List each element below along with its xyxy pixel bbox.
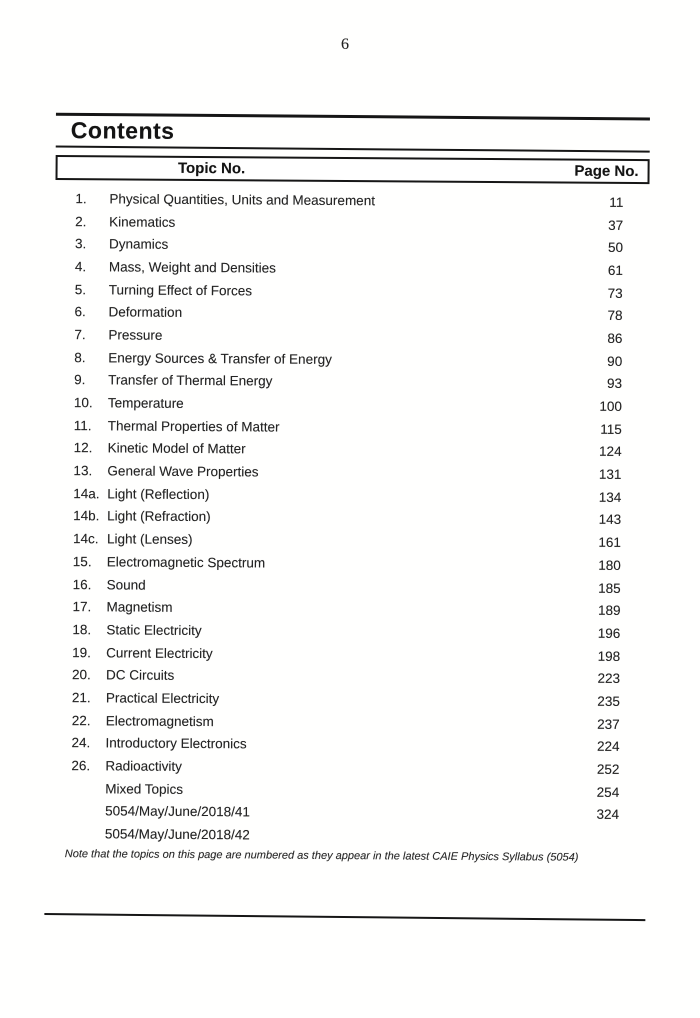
row-topic: Light (Refraction) xyxy=(107,508,211,525)
row-page: 252 xyxy=(596,761,620,777)
row-topic: Light (Lenses) xyxy=(106,531,193,548)
row-topic: 5054/May/June/2018/41 xyxy=(105,803,251,820)
row-page: 131 xyxy=(598,466,622,483)
row-page: 235 xyxy=(597,693,620,709)
row-page: 189 xyxy=(597,603,621,619)
row-topic-no: 14b. xyxy=(73,508,100,524)
row-page: 37 xyxy=(608,217,624,233)
row-topic: Kinetic Model of Matter xyxy=(107,440,246,457)
row-topic: Mass, Weight and Densities xyxy=(108,259,277,276)
row-page: 196 xyxy=(597,625,621,641)
row-topic: Thermal Properties of Matter xyxy=(107,418,280,435)
row-page: 90 xyxy=(607,353,623,369)
row-topic: Energy Sources & Transfer of Energy xyxy=(108,350,332,367)
row-page: 198 xyxy=(597,648,621,664)
column-header-page-no: Page No. xyxy=(574,162,639,181)
row-page: 11 xyxy=(609,194,624,210)
row-page: 237 xyxy=(597,716,620,732)
row-topic-no: 12. xyxy=(73,440,93,456)
row-topic-no: 9. xyxy=(74,372,86,388)
row-page: 134 xyxy=(598,489,622,505)
row-page: 61 xyxy=(607,262,623,278)
row-topic: Kinematics xyxy=(109,213,176,230)
row-topic-no: 2. xyxy=(75,213,87,229)
column-header-topic-no: Topic No. xyxy=(177,159,246,178)
row-page: 254 xyxy=(596,784,620,800)
row-topic: Electromagnetic Spectrum xyxy=(106,554,266,571)
table-row: 5054/May/June/2018/42 xyxy=(51,822,645,849)
row-topic: Radioactivity xyxy=(105,758,182,774)
row-topic: Turning Effect of Forces xyxy=(108,281,253,298)
row-topic: Sound xyxy=(106,576,146,593)
row-topic: Mixed Topics xyxy=(105,781,184,797)
row-topic-no: 21. xyxy=(71,690,91,706)
contents-section: Contents Topic No. Page No. 1. Physical … xyxy=(44,108,650,992)
row-topic-no: 20. xyxy=(71,667,91,683)
row-topic-no: 10. xyxy=(73,395,93,411)
row-topic: Introductory Electronics xyxy=(105,735,247,752)
row-topic-no: 7. xyxy=(74,327,86,343)
bottom-rule xyxy=(44,912,646,922)
row-page: 224 xyxy=(596,739,620,755)
row-topic: 5054/May/June/2018/42 xyxy=(104,826,250,843)
row-topic: Pressure xyxy=(108,327,163,343)
row-topic: Electromagnetism xyxy=(105,713,214,729)
row-topic: Static Electricity xyxy=(106,622,202,638)
row-topic-no: 13. xyxy=(73,463,93,479)
row-topic-no: 6. xyxy=(74,304,86,320)
row-topic-no: 3. xyxy=(74,236,87,252)
footnote: Note that the topics on this page are nu… xyxy=(64,848,579,864)
row-topic-no: 17. xyxy=(72,599,92,615)
row-page: 324 xyxy=(596,807,620,823)
row-topic-no: 16. xyxy=(72,576,92,592)
row-topic-no: 18. xyxy=(72,622,92,638)
row-page: 115 xyxy=(600,421,622,437)
row-page: 78 xyxy=(607,308,623,324)
table-header: Topic No. Page No. xyxy=(55,154,650,185)
row-page: 185 xyxy=(598,580,621,596)
row-topic-no: 24. xyxy=(71,735,91,751)
row-topic-no: 4. xyxy=(74,259,87,275)
row-topic: Magnetism xyxy=(106,599,173,616)
row-topic: DC Circuits xyxy=(105,667,175,684)
row-page: 223 xyxy=(597,671,621,687)
row-page: 124 xyxy=(599,444,622,460)
row-topic-no: 8. xyxy=(74,349,86,365)
row-topic-no: 1. xyxy=(75,190,87,207)
page-number: 6 xyxy=(341,36,349,53)
row-topic: Light (Reflection) xyxy=(107,486,210,502)
row-topic: General Wave Properties xyxy=(107,463,259,480)
row-page: 143 xyxy=(598,512,622,528)
row-topic: Temperature xyxy=(107,395,184,411)
row-topic: Dynamics xyxy=(108,236,169,253)
row-topic: Physical Quantities, Units and Measureme… xyxy=(109,191,376,209)
row-topic-no: 11. xyxy=(73,417,92,433)
row-topic-no: 14c. xyxy=(72,531,99,547)
row-page: 100 xyxy=(599,398,622,414)
row-page: 180 xyxy=(598,557,621,573)
row-page: 93 xyxy=(607,376,623,392)
row-topic: Current Electricity xyxy=(106,644,213,661)
row-topic: Deformation xyxy=(108,304,183,321)
row-page: 161 xyxy=(598,534,622,551)
row-topic-no: 26. xyxy=(71,758,91,774)
title-underline-rule xyxy=(55,145,650,153)
row-page: 50 xyxy=(607,240,624,256)
row-topic: Practical Electricity xyxy=(105,690,220,707)
row-topic: Transfer of Thermal Energy xyxy=(108,372,273,389)
contents-rows: 1. Physical Quantities, Units and Measur… xyxy=(51,187,650,849)
row-topic-no: 5. xyxy=(74,281,87,297)
row-topic-no: 22. xyxy=(71,712,91,728)
row-page: 86 xyxy=(607,330,623,346)
row-topic-no: 14a. xyxy=(73,485,100,502)
row-topic-no: 19. xyxy=(72,644,92,660)
contents-title: Contents xyxy=(70,117,175,144)
row-page: 73 xyxy=(607,285,623,301)
row-topic-no: 15. xyxy=(72,553,92,570)
